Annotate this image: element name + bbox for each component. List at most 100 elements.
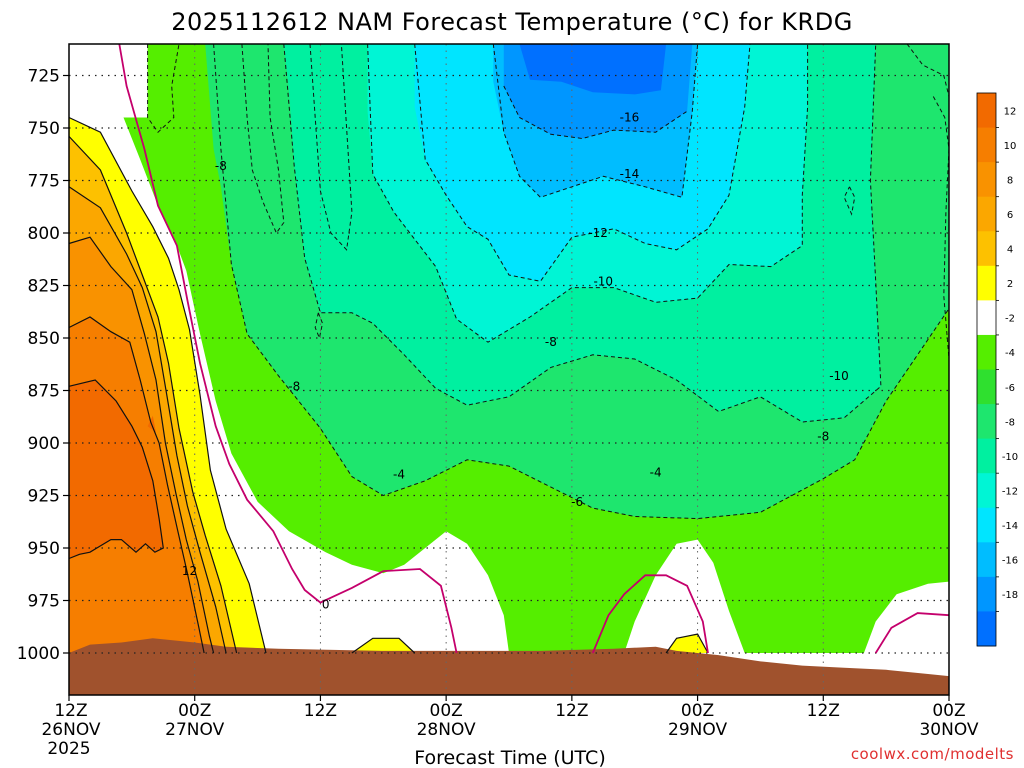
contour-label: -6 bbox=[571, 495, 583, 509]
y-tick-label: 850 bbox=[28, 329, 60, 349]
zero-contour bbox=[874, 612, 950, 654]
contour-positive bbox=[68, 236, 215, 654]
colorbar-swatch bbox=[977, 265, 996, 301]
y-tick-label: 800 bbox=[28, 224, 60, 244]
contour-negative bbox=[503, 85, 688, 140]
colorbar-swatch bbox=[977, 611, 996, 647]
y-tick-label: 725 bbox=[28, 67, 60, 87]
contour-labels: -8 -8 -16 -14 -12 -10 -8 -4 -6 -4 -10 -8 12 0 bbox=[182, 111, 849, 612]
y-tick-label: 750 bbox=[28, 119, 60, 139]
x-tick-label: 00Z bbox=[681, 701, 714, 721]
colorbar-label: 12 bbox=[1004, 106, 1017, 117]
colorbar-label: -6 bbox=[1005, 383, 1015, 394]
y-tick-label: 775 bbox=[28, 172, 60, 192]
chart-title: 2025112612 NAM Forecast Temperature (°C)… bbox=[171, 8, 853, 36]
contour-negative bbox=[283, 43, 882, 423]
contour-lines bbox=[68, 43, 950, 695]
x-tick-date: 26NOV bbox=[41, 720, 100, 740]
colorbar-label: 2 bbox=[1007, 279, 1013, 290]
temperature-region bbox=[69, 380, 164, 559]
colorbar-swatch bbox=[977, 576, 996, 612]
colorbar-label: -10 bbox=[1002, 452, 1018, 463]
x-tick-date: 27NOV bbox=[165, 720, 224, 740]
colorbar-label: -12 bbox=[1002, 486, 1018, 497]
y-tick-label: 975 bbox=[28, 592, 60, 612]
x-tick-label: 00Z bbox=[932, 701, 965, 721]
contour-label: -4 bbox=[650, 465, 662, 479]
contour-label: -10 bbox=[593, 274, 613, 288]
contour-label: -8 bbox=[288, 379, 300, 393]
y-tick-label: 925 bbox=[28, 487, 60, 507]
colorbar: 12 10 8 6 4 2 -2 -4 -6 -8 -10 -12 -14 -16 -18 bbox=[976, 92, 1018, 647]
y-axis: 725 750 775 800 825 850 875 900 925 950 975 1000 bbox=[17, 67, 69, 664]
contour-label: -16 bbox=[620, 111, 640, 125]
colorbar-label: -14 bbox=[1002, 521, 1018, 532]
contour-label: -8 bbox=[215, 159, 227, 173]
contour-positive bbox=[665, 633, 709, 654]
colorbar-swatch bbox=[977, 473, 996, 509]
y-tick-label: 825 bbox=[28, 277, 60, 297]
colorbar-label: -4 bbox=[1005, 348, 1015, 359]
contour-positive bbox=[68, 316, 205, 654]
colorbar-label: -16 bbox=[1002, 556, 1018, 567]
contour-negative bbox=[906, 43, 950, 97]
y-tick-label: 950 bbox=[28, 539, 60, 559]
contour-negative bbox=[414, 43, 751, 282]
terrain bbox=[69, 638, 949, 695]
contour-positive bbox=[68, 116, 267, 654]
colorbar-swatch bbox=[977, 162, 996, 198]
temperature-region bbox=[519, 44, 667, 95]
colorbar-label: -8 bbox=[1005, 417, 1015, 428]
contour-negative bbox=[932, 96, 950, 360]
contour-negative bbox=[367, 43, 809, 343]
x-tick-label: 00Z bbox=[430, 701, 463, 721]
x-tick-date: 29NOV bbox=[668, 720, 727, 740]
plot-border bbox=[68, 43, 950, 696]
contour-label: 0 bbox=[322, 598, 330, 612]
plot-area bbox=[69, 44, 949, 695]
x-tick-label: 12Z bbox=[304, 701, 337, 721]
contour-positive bbox=[68, 379, 164, 560]
plot-frame bbox=[68, 43, 950, 696]
colorbar-swatch bbox=[977, 369, 996, 405]
colorbar-swatch bbox=[977, 507, 996, 543]
colorbar-label: -2 bbox=[1005, 314, 1015, 325]
colorbar-label: 4 bbox=[1007, 245, 1013, 256]
colorbar-swatch bbox=[977, 404, 996, 440]
contour-positive bbox=[68, 135, 238, 654]
x-tick-label: 12Z bbox=[807, 701, 840, 721]
x-tick-date: 30NOV bbox=[919, 720, 978, 740]
contour-negative bbox=[213, 43, 950, 520]
contour-label: -14 bbox=[620, 167, 640, 181]
contour-negative bbox=[309, 43, 353, 251]
contour-label: -4 bbox=[393, 468, 405, 482]
y-tick-label: 1000 bbox=[17, 644, 60, 664]
contour-negative bbox=[241, 43, 285, 235]
temperature-region bbox=[624, 539, 745, 653]
colorbar-label: -18 bbox=[1002, 590, 1018, 601]
colorbar-swatch bbox=[977, 93, 996, 129]
contour-positive bbox=[68, 186, 227, 654]
contour-label: -12 bbox=[588, 226, 608, 240]
x-tick-label: 12Z bbox=[555, 701, 588, 721]
x-tick-year: 2025 bbox=[47, 739, 90, 759]
x-axis-title: Forecast Time (UTC) bbox=[414, 747, 605, 768]
colorbar-swatch bbox=[977, 127, 996, 163]
x-tick-date: 28NOV bbox=[417, 720, 476, 740]
contour-negative bbox=[843, 186, 856, 216]
y-tick-label: 900 bbox=[28, 434, 60, 454]
contour-positive bbox=[351, 637, 416, 654]
credit-text: coolwx.com/modelts bbox=[851, 745, 1014, 763]
colorbar-label: 6 bbox=[1007, 210, 1013, 221]
colorbar-swatch bbox=[977, 300, 996, 336]
zero-contour bbox=[591, 574, 709, 654]
contour-label: -8 bbox=[817, 430, 829, 444]
x-tick-label: 00Z bbox=[178, 701, 211, 721]
y-tick-label: 875 bbox=[28, 382, 60, 402]
contour-label: -8 bbox=[545, 335, 557, 349]
colorbar-label: 10 bbox=[1004, 141, 1017, 152]
colorbar-label: 8 bbox=[1007, 175, 1013, 186]
contour-label: 12 bbox=[182, 564, 197, 578]
